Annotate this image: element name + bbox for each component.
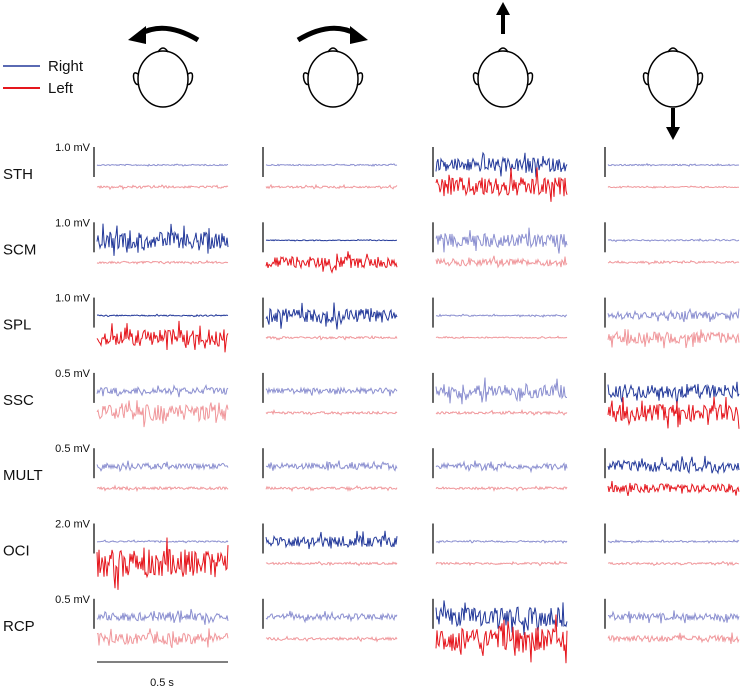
emg-trace bbox=[607, 560, 740, 567]
emg-trace bbox=[265, 251, 398, 274]
emg-trace bbox=[265, 635, 398, 643]
head-forward bbox=[472, 2, 534, 108]
row-label: RCP bbox=[3, 618, 35, 635]
emg-trace bbox=[265, 163, 398, 167]
emg-trace bbox=[96, 320, 229, 353]
emg-trace bbox=[607, 480, 740, 497]
emg-trace bbox=[607, 259, 740, 266]
emg-trace bbox=[435, 313, 568, 318]
scale-label: 1.0 mV bbox=[55, 142, 91, 154]
emg-trace bbox=[96, 383, 229, 398]
emg-trace bbox=[607, 538, 740, 544]
emg-trace bbox=[435, 614, 568, 664]
emg-trace bbox=[96, 628, 229, 649]
row-label: OCI bbox=[3, 543, 30, 560]
emg-trace bbox=[435, 227, 568, 254]
emg-trace bbox=[265, 560, 398, 567]
emg-trace bbox=[265, 386, 398, 397]
emg-trace bbox=[435, 408, 568, 416]
emg-trace bbox=[265, 530, 398, 550]
emg-trace bbox=[96, 400, 229, 428]
emg-trace bbox=[435, 460, 568, 474]
emg-trace bbox=[96, 537, 229, 590]
scale-label: 1.0 mV bbox=[55, 217, 91, 229]
emg-trace bbox=[265, 460, 398, 472]
emg-trace bbox=[607, 162, 740, 167]
head-rotate-left bbox=[128, 25, 200, 108]
emg-trace bbox=[607, 185, 740, 189]
scale-label: 0.5 mV bbox=[55, 443, 91, 455]
scale-label: 2.0 mV bbox=[55, 519, 91, 531]
head-backward bbox=[642, 47, 704, 140]
emg-trace bbox=[607, 455, 740, 475]
emg-trace bbox=[435, 485, 568, 492]
row-label: STH bbox=[3, 166, 33, 183]
emg-trace bbox=[96, 608, 229, 625]
emg-trace bbox=[607, 632, 740, 644]
emg-trace bbox=[607, 381, 740, 405]
scale-label: 0.5 mV bbox=[55, 368, 91, 380]
emg-trace bbox=[265, 409, 398, 416]
scale-label: 0.5 mV bbox=[55, 594, 91, 606]
legend-label: Right bbox=[48, 58, 84, 75]
emg-trace bbox=[435, 335, 568, 340]
emg-trace bbox=[435, 539, 568, 544]
row-label: SPL bbox=[3, 317, 31, 334]
emg-trace bbox=[265, 302, 398, 330]
emg-trace bbox=[96, 484, 229, 493]
emg-trace bbox=[265, 610, 398, 624]
emg-trace bbox=[96, 184, 229, 191]
time-scale-label: 0.5 s bbox=[150, 677, 174, 688]
emg-trace bbox=[265, 239, 398, 242]
emg-trace bbox=[96, 313, 229, 318]
legend-label: Left bbox=[48, 80, 74, 97]
emg-trace bbox=[607, 328, 740, 349]
emg-trace bbox=[96, 539, 229, 544]
emg-trace bbox=[607, 238, 740, 243]
head-rotate-right bbox=[296, 25, 368, 108]
emg-trace bbox=[96, 163, 229, 167]
emg-trace bbox=[265, 183, 398, 190]
emg-trace bbox=[435, 151, 568, 178]
emg-trace bbox=[435, 377, 568, 405]
emg-trace bbox=[265, 334, 398, 341]
emg-trace bbox=[435, 600, 568, 636]
emg-trace bbox=[435, 255, 568, 269]
emg-trace bbox=[607, 307, 740, 323]
emg-trace bbox=[435, 560, 568, 567]
row-label: SSC bbox=[3, 392, 34, 409]
emg-trace bbox=[96, 259, 229, 265]
emg-trace bbox=[265, 484, 398, 493]
legend: Right Left bbox=[3, 58, 84, 97]
emg-trace bbox=[96, 223, 229, 256]
emg-trace bbox=[435, 167, 568, 202]
row-label: MULT bbox=[3, 467, 43, 484]
scale-label: 1.0 mV bbox=[55, 293, 91, 305]
emg-trace bbox=[607, 396, 740, 429]
emg-trace bbox=[96, 460, 229, 473]
heads bbox=[128, 2, 704, 140]
emg-trace bbox=[607, 610, 740, 624]
row-label: SCM bbox=[3, 241, 36, 258]
